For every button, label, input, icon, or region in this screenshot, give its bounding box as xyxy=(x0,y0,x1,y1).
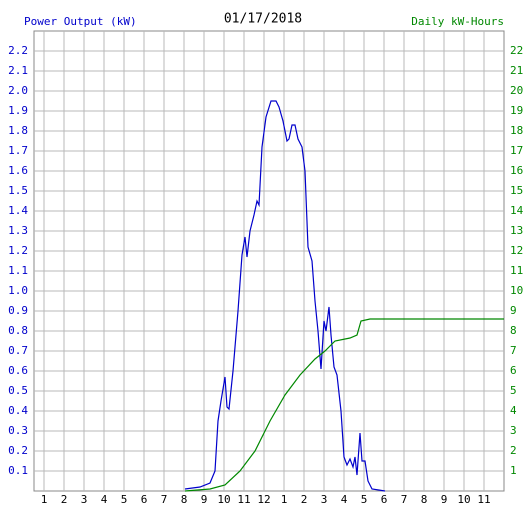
y2-tick-label: 16 xyxy=(510,164,523,177)
y-tick-label: 1.0 xyxy=(8,284,28,297)
x-tick-label: 3 xyxy=(321,493,328,506)
series-line xyxy=(184,100,386,492)
y-tick-label: 0.3 xyxy=(8,424,28,437)
x-tick-label: 9 xyxy=(201,493,208,506)
right-axis-label: Daily kW-Hours xyxy=(411,15,504,28)
x-tick-label: 4 xyxy=(101,493,108,506)
x-tick-label: 5 xyxy=(361,493,368,506)
x-tick-label: 2 xyxy=(301,493,308,506)
y2-tick-label: 20 xyxy=(510,84,523,97)
x-tick-label: 8 xyxy=(421,493,428,506)
left-axis-label: Power Output (kW) xyxy=(24,15,137,28)
y-tick-label: 0.8 xyxy=(8,324,28,337)
y-tick-label: 2.1 xyxy=(8,64,28,77)
x-tick-label: 5 xyxy=(121,493,128,506)
y2-tick-label: 7 xyxy=(510,344,517,357)
y-tick-label: 1.3 xyxy=(8,224,28,237)
x-tick-label: 6 xyxy=(381,493,388,506)
x-tick-label: 11 xyxy=(237,493,250,506)
y2-tick-label: 14 xyxy=(510,204,524,217)
y-tick-label: 1.9 xyxy=(8,104,28,117)
y2-tick-label: 2 xyxy=(510,444,517,457)
x-tick-label: 12 xyxy=(257,493,270,506)
y-tick-label: 1.2 xyxy=(8,244,28,257)
y-tick-label: 1.4 xyxy=(8,204,28,217)
y-tick-label: 0.2 xyxy=(8,444,28,457)
y-tick-label: 0.7 xyxy=(8,344,28,357)
y2-tick-label: 1 xyxy=(510,464,517,477)
y-tick-label: 1.8 xyxy=(8,124,28,137)
chart-title: 01/17/2018 xyxy=(224,12,302,27)
x-tick-label: 1 xyxy=(281,493,288,506)
y2-tick-label: 9 xyxy=(510,304,517,317)
y-tick-label: 1.5 xyxy=(8,184,28,197)
y2-tick-label: 12 xyxy=(510,244,523,257)
series-line xyxy=(184,318,504,492)
y2-tick-label: 17 xyxy=(510,144,523,157)
x-tick-label: 4 xyxy=(341,493,348,506)
y-tick-label: 2.2 xyxy=(8,44,28,57)
x-tick-label: 8 xyxy=(181,493,188,506)
y-tick-label: 1.7 xyxy=(8,144,28,157)
y-tick-label: 0.6 xyxy=(8,364,28,377)
y2-tick-label: 8 xyxy=(510,324,517,337)
y2-tick-label: 13 xyxy=(510,224,523,237)
x-tick-label: 2 xyxy=(61,493,68,506)
y2-tick-label: 10 xyxy=(510,284,523,297)
y2-tick-label: 6 xyxy=(510,364,517,377)
x-tick-label: 11 xyxy=(477,493,490,506)
x-tick-label: 9 xyxy=(441,493,448,506)
x-tick-label: 10 xyxy=(457,493,470,506)
y2-tick-label: 11 xyxy=(510,264,523,277)
y2-tick-label: 4 xyxy=(510,404,517,417)
y2-tick-label: 5 xyxy=(510,384,517,397)
y2-tick-label: 15 xyxy=(510,184,523,197)
x-tick-label: 3 xyxy=(81,493,88,506)
y-tick-label: 1.6 xyxy=(8,164,28,177)
x-tick-label: 10 xyxy=(217,493,230,506)
y2-tick-label: 21 xyxy=(510,64,523,77)
y-tick-label: 2.0 xyxy=(8,84,28,97)
y-tick-label: 0.4 xyxy=(8,404,28,417)
y2-tick-label: 3 xyxy=(510,424,517,437)
y2-tick-label: 18 xyxy=(510,124,523,137)
y-tick-label: 0.1 xyxy=(8,464,28,477)
y-tick-label: 0.9 xyxy=(8,304,28,317)
x-tick-label: 1 xyxy=(41,493,48,506)
y2-tick-label: 19 xyxy=(510,104,523,117)
y-tick-label: 1.1 xyxy=(8,264,28,277)
x-tick-label: 7 xyxy=(161,493,168,506)
y2-tick-label: 22 xyxy=(510,44,523,57)
x-tick-label: 6 xyxy=(141,493,148,506)
x-tick-label: 7 xyxy=(401,493,408,506)
y-tick-label: 0.5 xyxy=(8,384,28,397)
plot-frame xyxy=(33,30,505,492)
